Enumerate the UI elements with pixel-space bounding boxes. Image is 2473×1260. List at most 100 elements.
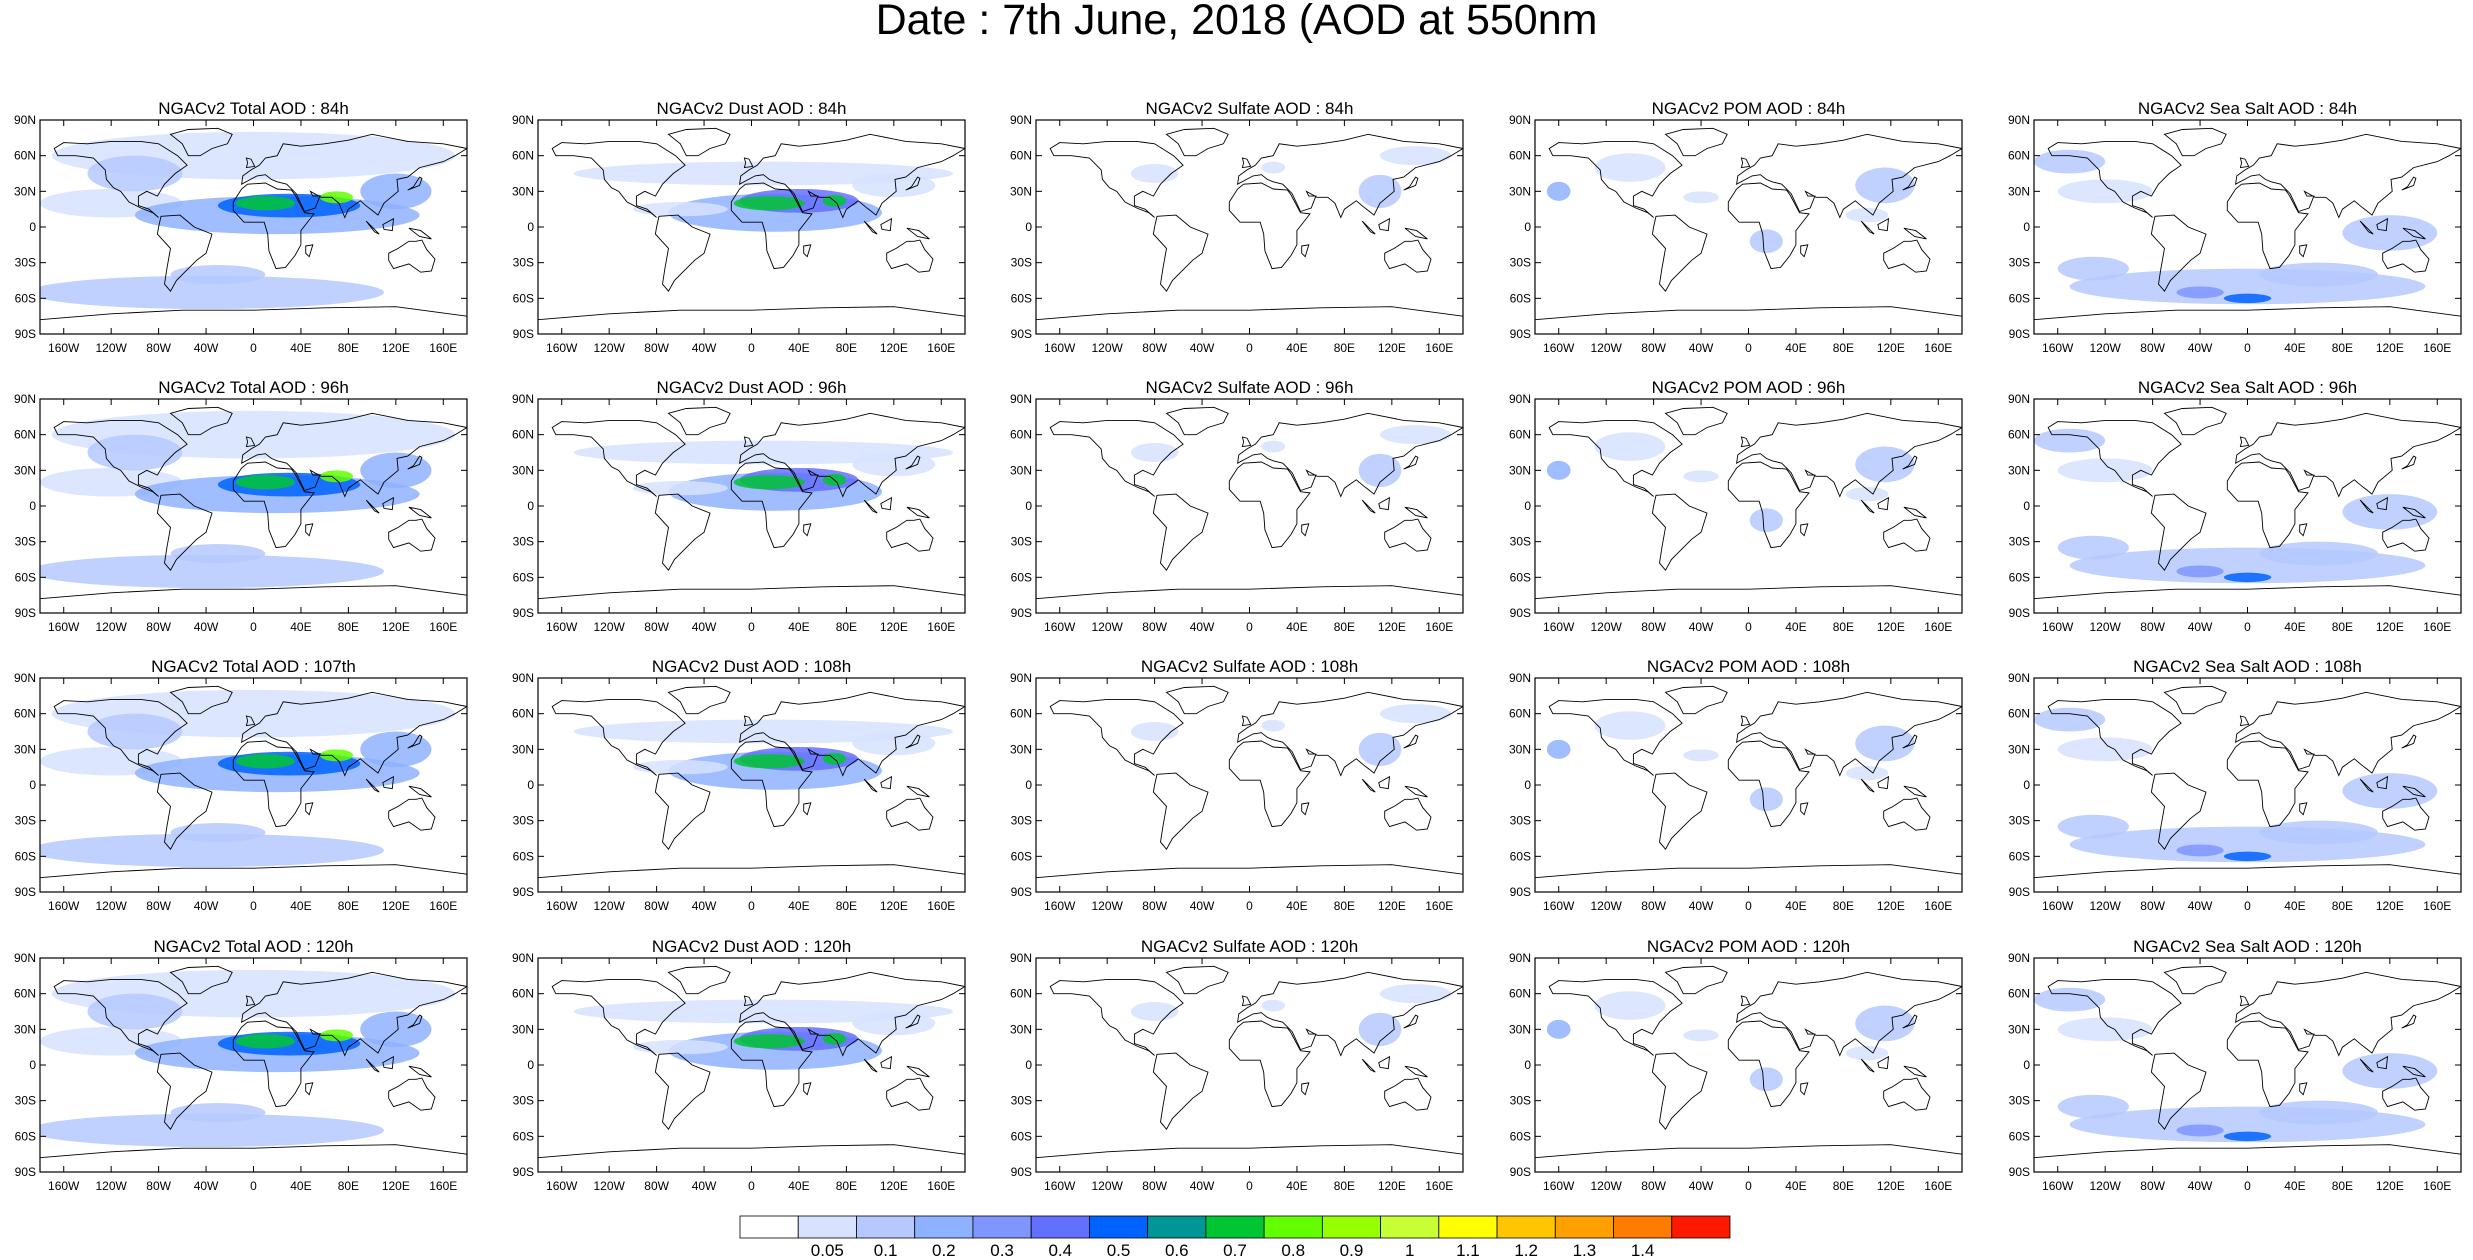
aerosol-plume (1749, 787, 1783, 812)
map-panel: NGACv2 POM AOD : 108h 90N 60N 30N 0 30S 60S 90S… (1509, 657, 1963, 913)
coastline (1404, 785, 1428, 798)
lon-tick-label: 160E (1924, 341, 1952, 355)
lon-tick-label: 160E (429, 341, 457, 355)
lon-tick-label: 80E (1833, 620, 1854, 634)
lon-tick-label: 40W (1689, 341, 1714, 355)
lon-tick-label: 120W (1091, 620, 1123, 634)
lon-tick-label: 120E (1877, 620, 1905, 634)
coastline (40, 864, 467, 892)
aerosol-plume (2176, 286, 2224, 299)
lon-tick-label: 160E (1924, 899, 1952, 913)
lon-tick-label: 80W (2140, 341, 2165, 355)
aerosol-plume (2223, 1131, 2272, 1142)
lon-tick-label: 160E (1425, 1179, 1453, 1193)
coastline (1237, 412, 1463, 498)
lat-tick-label: 60N (1509, 428, 1531, 442)
lon-tick-label: 160E (927, 341, 955, 355)
lon-tick-label: 40W (1190, 1179, 1215, 1193)
coastline (538, 864, 965, 892)
coastline (654, 1052, 711, 1130)
aerosol-plume (40, 833, 384, 868)
panel-title: NGACv2 Total AOD : 84h (158, 99, 349, 118)
lon-tick-label: 0 (1246, 620, 1253, 634)
lat-tick-label: 60S (15, 849, 36, 863)
lon-tick-label: 80W (644, 1179, 669, 1193)
lat-tick-label: 90S (513, 327, 534, 341)
lat-tick-label: 60N (1010, 149, 1032, 163)
coastline (1877, 1055, 1890, 1070)
aerosol-plume (2223, 572, 2272, 583)
aerosol-plume (2057, 535, 2129, 560)
aerosol-plume (319, 749, 354, 762)
coastline (2235, 133, 2461, 219)
lon-tick-label: 80W (1641, 341, 1666, 355)
coastline (1740, 157, 1751, 169)
lat-tick-label: 90N (512, 951, 534, 965)
aerosol-plume (733, 475, 805, 490)
coastline (2163, 965, 2227, 995)
aerosol-plume (1845, 1045, 1889, 1061)
lon-tick-label: 160W (2042, 341, 2074, 355)
lon-tick-label: 40E (1286, 899, 1307, 913)
lon-tick-label: 80W (1142, 1179, 1167, 1193)
aerosol-plume (1749, 1067, 1783, 1092)
lat-tick-label: 90N (1509, 671, 1531, 685)
aerosol-plume (170, 823, 266, 843)
lon-tick-label: 160W (1044, 1179, 1076, 1193)
coastline (2239, 995, 2250, 1007)
coastline (1860, 220, 1875, 235)
coastline (1165, 406, 1229, 436)
lat-tick-label: 60S (1011, 1129, 1032, 1143)
coastline (2401, 734, 2417, 749)
coastline (305, 523, 314, 537)
lon-tick-label: 40E (788, 341, 809, 355)
coastline (886, 518, 934, 552)
coastline (2402, 227, 2426, 240)
aerosol-plume (852, 173, 936, 198)
lat-tick-label: 30N (512, 742, 534, 756)
lat-tick-label: 0 (2023, 1058, 2030, 1072)
lon-tick-label: 160W (1044, 899, 1076, 913)
coastline (382, 496, 395, 511)
lon-tick-label: 120W (1590, 1179, 1622, 1193)
lon-tick-label: 40E (1785, 899, 1806, 913)
lat-tick-label: 60S (513, 291, 534, 305)
lon-tick-label: 0 (250, 1179, 257, 1193)
coastline (2150, 1052, 2207, 1130)
lon-tick-label: 80W (1142, 899, 1167, 913)
aerosol-plume (2342, 773, 2438, 809)
coastline (1664, 127, 1728, 157)
aerosol-plume (2223, 851, 2272, 862)
coastline (1378, 496, 1391, 511)
map-panel: NGACv2 Total AOD : 96h 90N 60N 30N 0 30S 60S 90… (14, 378, 468, 634)
coastline (1241, 715, 1252, 727)
panel-title: NGACv2 Total AOD : 120h (153, 937, 353, 956)
lon-tick-label: 80E (1334, 899, 1355, 913)
lat-tick-label: 30S (1011, 256, 1032, 270)
aerosol-plume (2176, 565, 2224, 578)
map-panel: NGACv2 Dust AOD : 108h 90N 60N 30N 0 30S 60S 90… (512, 657, 966, 913)
lon-tick-label: 80W (146, 899, 171, 913)
coastline (2163, 127, 2227, 157)
lon-tick-label: 80E (836, 1179, 857, 1193)
coastline (880, 1055, 893, 1070)
coastline (1877, 496, 1890, 511)
coastline (169, 965, 233, 995)
coastline (1241, 157, 1252, 169)
lat-tick-label: 30S (15, 1094, 36, 1108)
lat-tick-label: 30S (1510, 814, 1531, 828)
aerosol-plume (1261, 719, 1286, 732)
lon-tick-label: 160E (2423, 341, 2451, 355)
lon-tick-label: 160E (1924, 1179, 1952, 1193)
coastline (1902, 455, 1918, 470)
lon-tick-label: 80E (1833, 899, 1854, 913)
coastline (1403, 1014, 1419, 1029)
coastline (551, 140, 686, 218)
aerosol-plume (319, 1029, 354, 1042)
coastline (2235, 691, 2461, 777)
coastline (1883, 797, 1931, 831)
lon-tick-label: 40E (788, 899, 809, 913)
coastline (730, 461, 813, 549)
coastline (905, 1014, 921, 1029)
panel-title: NGACv2 Total AOD : 107th (151, 657, 356, 676)
